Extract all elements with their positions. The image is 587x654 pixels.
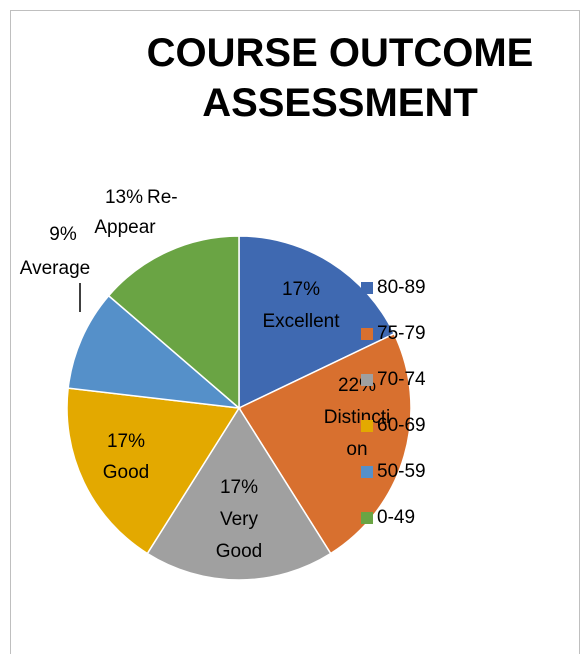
pie-slice	[238, 235, 396, 410]
legend-swatch	[361, 282, 373, 294]
pie-slice	[237, 332, 412, 555]
legend-label: 75-79	[377, 323, 426, 344]
pie-slice	[66, 387, 241, 555]
slice-label: Very	[220, 509, 259, 530]
slice-label: Good	[216, 541, 262, 562]
slice-label: Distincti	[324, 407, 391, 428]
pie-slice	[67, 294, 242, 410]
data-label: 9%	[49, 224, 77, 245]
slice-label: Excellent	[262, 311, 340, 332]
legend-swatch	[361, 466, 373, 478]
data-label: 17%	[282, 279, 320, 300]
slice-label: Re-	[147, 187, 178, 208]
legend-label: 0-49	[377, 507, 415, 528]
data-label: 17%	[107, 431, 145, 452]
legend-swatch	[361, 328, 373, 340]
pie-slice	[107, 235, 240, 410]
pie-slice	[146, 406, 332, 581]
slice-label: Good	[103, 462, 149, 483]
legend-label: 60-69	[377, 415, 426, 436]
data-label: 13%	[105, 187, 143, 208]
legend-swatch	[361, 374, 373, 386]
slice-label: Appear	[94, 217, 156, 238]
legend-label: 70-74	[377, 369, 426, 390]
data-label: 17%	[220, 477, 258, 498]
slice-label: Average	[20, 258, 90, 279]
chart-title: COURSE OUTCOME ASSESSMENT	[146, 31, 534, 125]
legend-swatch	[361, 512, 373, 524]
legend-label: 50-59	[377, 461, 426, 482]
chart-frame	[10, 10, 580, 654]
legend-swatch	[361, 420, 373, 432]
slice-label: on	[346, 439, 367, 460]
legend-label: 80-89	[377, 277, 426, 298]
